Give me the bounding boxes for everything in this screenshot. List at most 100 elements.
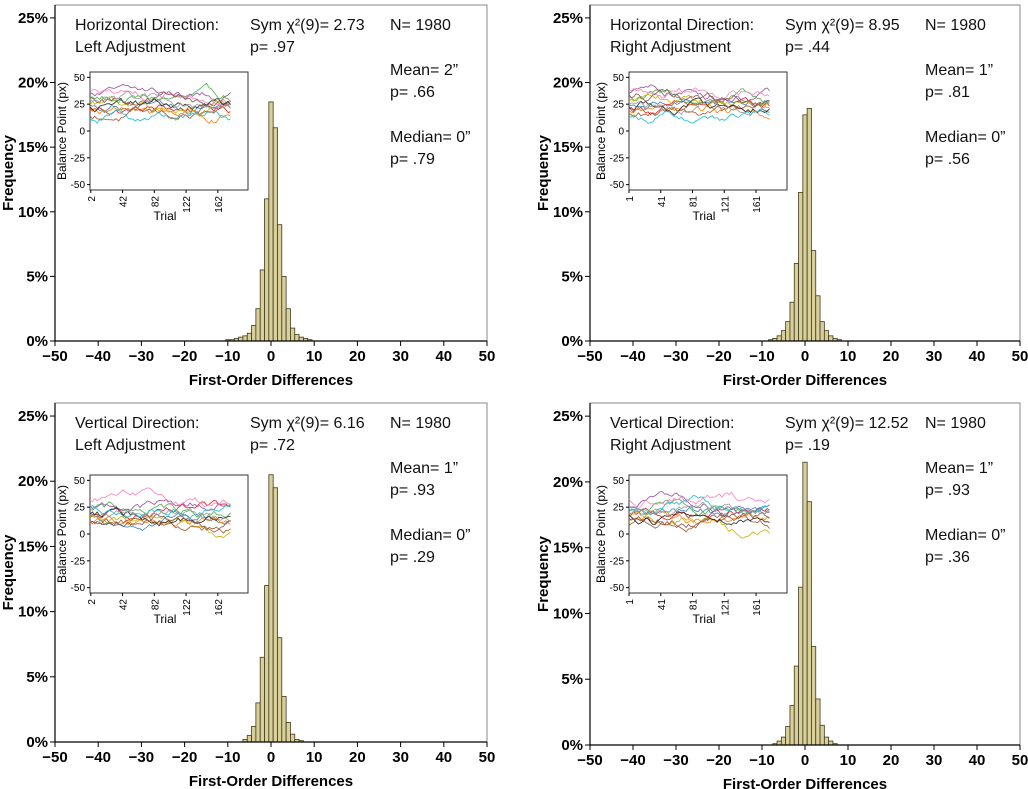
x-tick-label: −20 <box>172 749 197 766</box>
inset-x-tick-label: 1 <box>625 196 636 202</box>
histogram-bar <box>290 327 296 342</box>
y-axis-title: Frequency <box>0 134 17 211</box>
inset-x-tick-label: 161 <box>752 196 763 213</box>
y-tick-label: 25% <box>18 408 48 425</box>
x-tick-label: 20 <box>349 348 366 365</box>
histogram-bar <box>806 501 812 746</box>
inset-series-line <box>628 511 770 526</box>
inset-series-line <box>628 491 770 513</box>
inset-series-line <box>628 491 770 510</box>
x-tick-label: 50 <box>1012 752 1028 769</box>
inset-y-tick-label: -50 <box>610 583 625 594</box>
mean-value: Mean= 2” <box>390 62 458 79</box>
inset-x-tick-label: 82 <box>150 196 161 208</box>
inset-x-tick-label: 81 <box>689 196 700 208</box>
median-p-value: p= .29 <box>390 549 435 566</box>
x-tick-label: 30 <box>392 749 409 766</box>
inset-x-tick-label: 2 <box>87 196 98 202</box>
y-tick-label: 10% <box>18 204 48 221</box>
histogram-bar <box>272 127 278 342</box>
histogram-bar <box>264 585 270 743</box>
histogram-bar <box>793 665 799 746</box>
x-tick-label: 40 <box>435 348 452 365</box>
x-tick-label: −40 <box>620 348 645 365</box>
inset-series-line <box>89 90 231 110</box>
y-tick-label: 0% <box>26 734 48 751</box>
inset-y-tick-label: -25 <box>71 556 86 567</box>
histogram-bar <box>815 295 821 342</box>
y-tick-label: 25% <box>18 10 48 27</box>
histogram-bar <box>246 735 252 743</box>
inset-series-line <box>89 506 231 527</box>
panel-2: −50 −40 −30 −20 −10 0 10 20 30 40 500%5%10%15%20%2… <box>535 4 1028 389</box>
x-tick-label: 10 <box>840 752 857 769</box>
histogram-bar <box>793 263 799 342</box>
panel-title-adjustment: Right Adjustment <box>610 437 732 454</box>
inset-y-tick-label: 25 <box>74 100 86 111</box>
inset-x-tick-label: 41 <box>657 599 668 611</box>
inset-y-tick-label: 25 <box>74 503 86 514</box>
inset-series-line <box>628 498 770 517</box>
inset-series-line <box>89 514 231 534</box>
inset-chart: -50 -25 0 25 50 1 41 81 121 161 Trial Balance Point… <box>594 71 788 223</box>
inset-y-tick-label: -50 <box>71 180 86 191</box>
inset-y-tick-label: -25 <box>610 556 625 567</box>
sample-size: N= 1980 <box>925 415 986 432</box>
inset-y-title: Balance Point (px) <box>594 82 608 180</box>
histogram-bar <box>264 198 270 342</box>
symmetry-statistic: Sym χ²(9)= 8.95 <box>785 17 900 34</box>
panel-title-direction: Horizontal Direction: <box>610 17 754 34</box>
mean-value: Mean= 1” <box>925 62 993 79</box>
inset-chart: -50 -25 0 25 50 2 42 82 122 162 Trial Balance Point… <box>55 71 249 223</box>
inset-x-tick-label: 162 <box>214 599 225 616</box>
inset-x-tick-label: 161 <box>752 599 763 616</box>
panel-title-direction: Vertical Direction: <box>75 415 200 432</box>
inset-y-tick-label: 50 <box>74 476 86 487</box>
histogram-bar <box>776 335 782 342</box>
inset-y-tick-label: 25 <box>613 100 625 111</box>
x-tick-label: 20 <box>883 752 900 769</box>
histogram-bar <box>277 637 283 743</box>
histogram-bar <box>819 321 825 342</box>
inset-y-tick-label: 0 <box>618 530 624 541</box>
x-tick-label: 10 <box>306 348 323 365</box>
histogram-bar <box>811 250 817 342</box>
inset-x-tick-label: 81 <box>689 599 700 611</box>
inset-x-tick-label: 121 <box>720 599 731 616</box>
sample-size: N= 1980 <box>925 17 986 34</box>
inset-series-line <box>89 83 231 107</box>
panel-title-adjustment: Left Adjustment <box>75 39 186 56</box>
mean-p-value: p= .93 <box>925 482 970 499</box>
histogram-bar <box>255 308 261 342</box>
inset-x-tick-label: 42 <box>119 196 130 208</box>
y-tick-label: 0% <box>561 737 583 754</box>
y-tick-label: 5% <box>561 268 583 285</box>
inset-x-title: Trial <box>693 209 716 223</box>
histogram-bar <box>802 114 808 342</box>
inset-y-tick-label: 50 <box>74 73 86 84</box>
mean-value: Mean= 1” <box>925 460 993 477</box>
inset-series-line <box>89 82 231 104</box>
histogram-bar <box>251 725 257 743</box>
inset-series-line <box>89 102 231 122</box>
x-tick-label: −20 <box>706 752 731 769</box>
panel-title-direction: Vertical Direction: <box>610 415 735 432</box>
symmetry-p-value: p= .97 <box>250 39 295 56</box>
median-value: Median= 0” <box>925 527 1006 544</box>
inset-x-title: Trial <box>154 209 177 223</box>
y-axis-title: Frequency <box>0 534 17 611</box>
x-tick-label: −20 <box>172 348 197 365</box>
symmetry-statistic: Sym χ²(9)= 6.16 <box>250 415 365 432</box>
y-tick-label: 20% <box>18 473 48 490</box>
inset-series-line <box>628 88 770 107</box>
inset-x-tick-label: 1 <box>625 599 636 605</box>
histogram-bar <box>789 301 795 342</box>
inset-series-line <box>89 513 231 533</box>
x-tick-label: 0 <box>267 749 275 766</box>
inset-x-title: Trial <box>154 612 177 626</box>
inset-y-title: Balance Point (px) <box>594 485 608 583</box>
histogram-bar <box>281 275 287 342</box>
inset-y-tick-label: -25 <box>610 153 625 164</box>
median-p-value: p= .56 <box>925 151 970 168</box>
